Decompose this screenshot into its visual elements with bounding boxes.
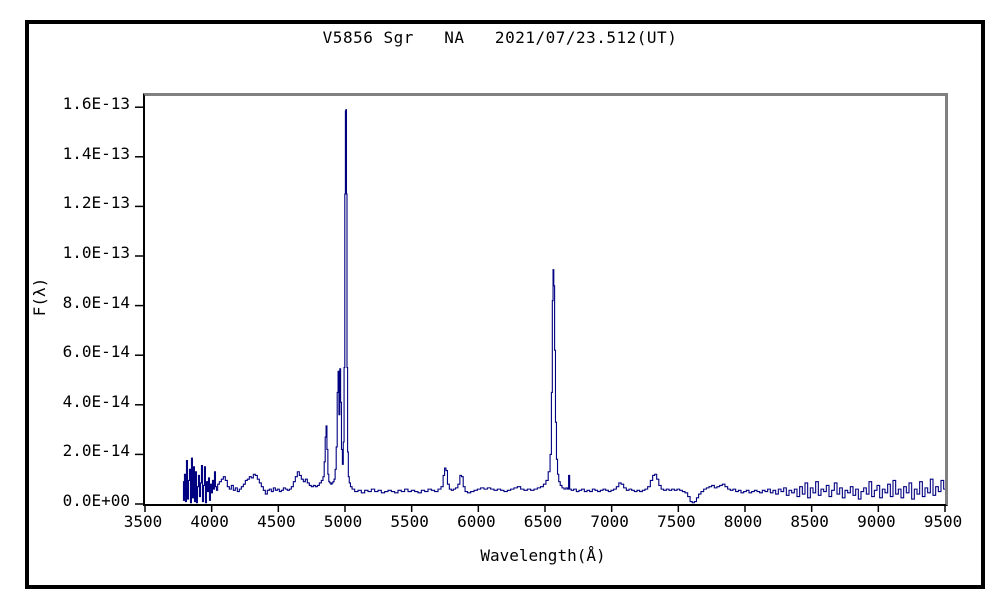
y-tick-label: 4.0E-14 — [62, 391, 130, 411]
x-tick-label: 3500 — [123, 512, 163, 531]
x-tick-label: 7500 — [657, 512, 696, 531]
x-tick-label: 8500 — [790, 512, 829, 531]
chart-title: V5856 Sgr NA 2021/07/23.512(UT) — [322, 28, 678, 47]
x-tick-label: 9500 — [923, 512, 963, 531]
spectrum-line — [182, 109, 945, 504]
x-tick-label: 8000 — [723, 512, 763, 531]
y-axis-ticks — [135, 106, 145, 505]
y-tick-label: 1.0E-13 — [62, 243, 130, 262]
x-tick-label: 4500 — [257, 512, 296, 531]
y-tick-label: 2.0E-14 — [62, 441, 130, 461]
y-tick-label: 1.4E-13 — [62, 143, 130, 163]
x-axis-ticks — [144, 504, 946, 512]
x-tick-label: 4000 — [190, 512, 229, 531]
x-tick-label: 6500 — [523, 512, 563, 531]
x-tick-label: 7000 — [590, 512, 629, 531]
y-tick-label: 1.2E-13 — [62, 193, 130, 213]
x-tick-label: 5500 — [390, 512, 429, 531]
x-tick-label: 6000 — [457, 512, 496, 531]
y-axis-title: F(λ) — [30, 277, 49, 317]
x-tick-label: 9000 — [857, 512, 896, 531]
x-axis-title: Wavelength(Å) — [480, 546, 606, 565]
y-tick-label: 0.0E+00 — [62, 491, 130, 510]
x-tick-label: 5000 — [323, 512, 363, 531]
spectrum-plot — [135, 106, 946, 512]
y-tick-label: 6.0E-14 — [62, 342, 130, 362]
plot-area — [135, 93, 948, 512]
y-tick-label: 8.0E-14 — [62, 292, 130, 312]
page-border — [25, 20, 985, 589]
y-tick-label: 1.6E-13 — [62, 94, 130, 114]
